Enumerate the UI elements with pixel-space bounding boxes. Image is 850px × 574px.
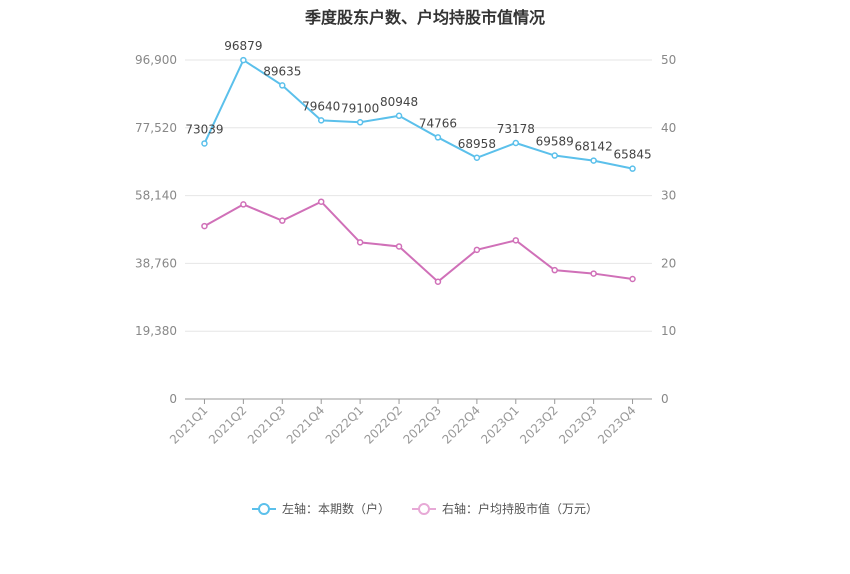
data-point-households: [240, 56, 247, 64]
x-axis-tick-label: 2022Q3: [401, 403, 445, 447]
left-axis-tick-label: 38,760: [135, 256, 177, 270]
data-label: 96879: [224, 39, 262, 53]
data-point-avg-value: [279, 217, 286, 224]
left-axis-tick-label: 77,520: [135, 121, 177, 135]
x-axis-tick-label: 2023Q4: [595, 403, 639, 447]
data-point-households: [356, 119, 364, 126]
x-axis-tick-label: 2023Q2: [517, 403, 561, 447]
data-point-households: [473, 154, 481, 162]
x-axis-tick-label: 2021Q3: [245, 403, 289, 447]
data-point-households: [629, 165, 636, 172]
data-point-households: [590, 157, 597, 164]
left-axis-tick-label: 0: [169, 392, 177, 406]
right-axis-tick-label: 20: [661, 256, 676, 270]
data-label: 79640: [302, 99, 340, 113]
data-point-households: [317, 117, 325, 124]
right-axis-tick-label: 50: [661, 53, 676, 67]
right-axis-tick-label: 40: [661, 121, 676, 135]
data-point-households: [201, 140, 208, 147]
x-axis-tick-label: 2023Q3: [556, 403, 600, 447]
legend-item-right-series[interactable]: 右轴：户均持股市值（万元）: [412, 500, 598, 517]
legend-label-right: 右轴：户均持股市值（万元）: [442, 502, 599, 516]
data-point-avg-value: [395, 243, 403, 250]
legend-swatch-blue: [251, 502, 276, 515]
x-axis-tick-label: 2021Q2: [206, 403, 250, 447]
data-point-households: [434, 134, 442, 141]
data-point-households: [279, 82, 286, 89]
x-axis-tick-label: 2022Q1: [323, 403, 367, 447]
data-point-avg-value: [551, 266, 558, 274]
x-axis-tick-label: 2023Q1: [478, 403, 522, 447]
data-point-avg-value: [201, 222, 208, 230]
legend: 左轴：本期数（户） 右轴：户均持股市值（万元）: [0, 500, 850, 517]
data-label: 68958: [458, 137, 496, 151]
right-axis-tick-label: 10: [661, 324, 676, 338]
left-axis-tick-label: 19,380: [135, 324, 177, 338]
data-point-avg-value: [434, 278, 442, 285]
data-label: 89635: [263, 64, 301, 78]
right-axis-tick-label: 30: [661, 189, 676, 203]
data-label: 68142: [575, 140, 613, 154]
data-point-avg-value: [512, 237, 520, 244]
data-label: 79100: [341, 101, 379, 115]
data-label: 73178: [497, 122, 535, 136]
legend-swatch-pink: [412, 502, 436, 515]
x-axis-tick-label: 2021Q4: [284, 403, 328, 447]
data-label: 73039: [185, 122, 223, 136]
left-axis-tick-label: 58,140: [135, 189, 177, 203]
data-point-avg-value: [629, 275, 636, 283]
chart-title: 季度股东户数、户均持股市值情况: [304, 8, 545, 27]
data-point-avg-value: [473, 246, 481, 254]
data-label: 74766: [419, 116, 457, 130]
left-axis-tick-label: 96,900: [135, 53, 177, 67]
data-point-households: [512, 139, 520, 147]
data-point-avg-value: [356, 239, 364, 246]
x-axis-tick-label: 2021Q1: [167, 403, 211, 447]
data-point-avg-value: [317, 198, 325, 205]
data-label: 69589: [536, 135, 574, 149]
data-label: 65845: [613, 148, 651, 162]
series-line-households: [203, 58, 633, 170]
right-axis-tick-label: 0: [661, 392, 669, 406]
data-point-households: [395, 112, 403, 120]
data-point-households: [551, 152, 558, 159]
x-axis-tick-label: 2022Q2: [362, 403, 406, 447]
data-label: 80948: [380, 95, 418, 109]
series-line-avg-value: [203, 200, 633, 284]
legend-label-left: 左轴：本期数（户）: [281, 502, 390, 516]
legend-item-left-series[interactable]: 左轴：本期数（户）: [251, 500, 390, 517]
data-point-avg-value: [590, 270, 597, 277]
data-point-avg-value: [240, 201, 247, 208]
x-axis-tick-label: 2022Q4: [439, 403, 483, 447]
